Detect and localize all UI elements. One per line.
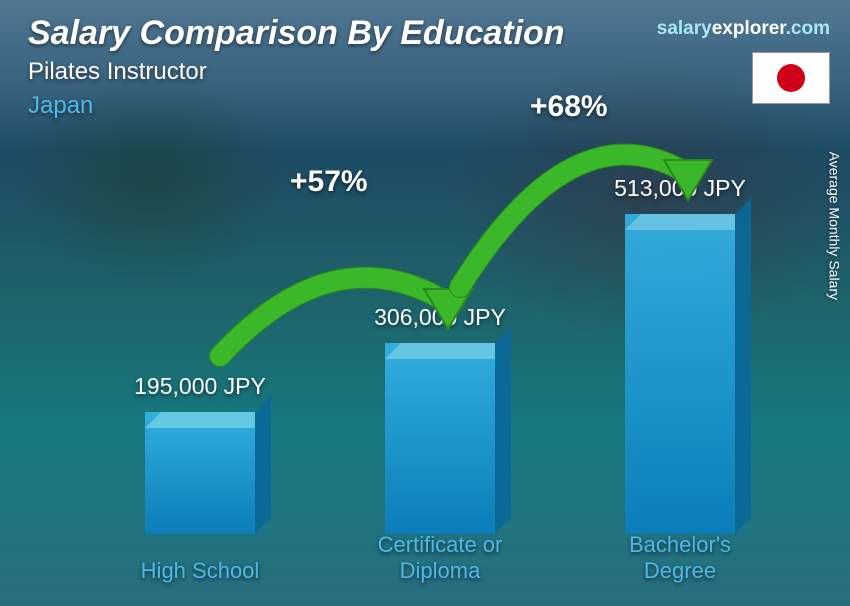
increase-percent-label: +68% (530, 90, 608, 124)
increase-arrow (0, 0, 850, 606)
bar-chart: 195,000 JPYHigh School306,000 JPYCertifi… (0, 0, 850, 606)
